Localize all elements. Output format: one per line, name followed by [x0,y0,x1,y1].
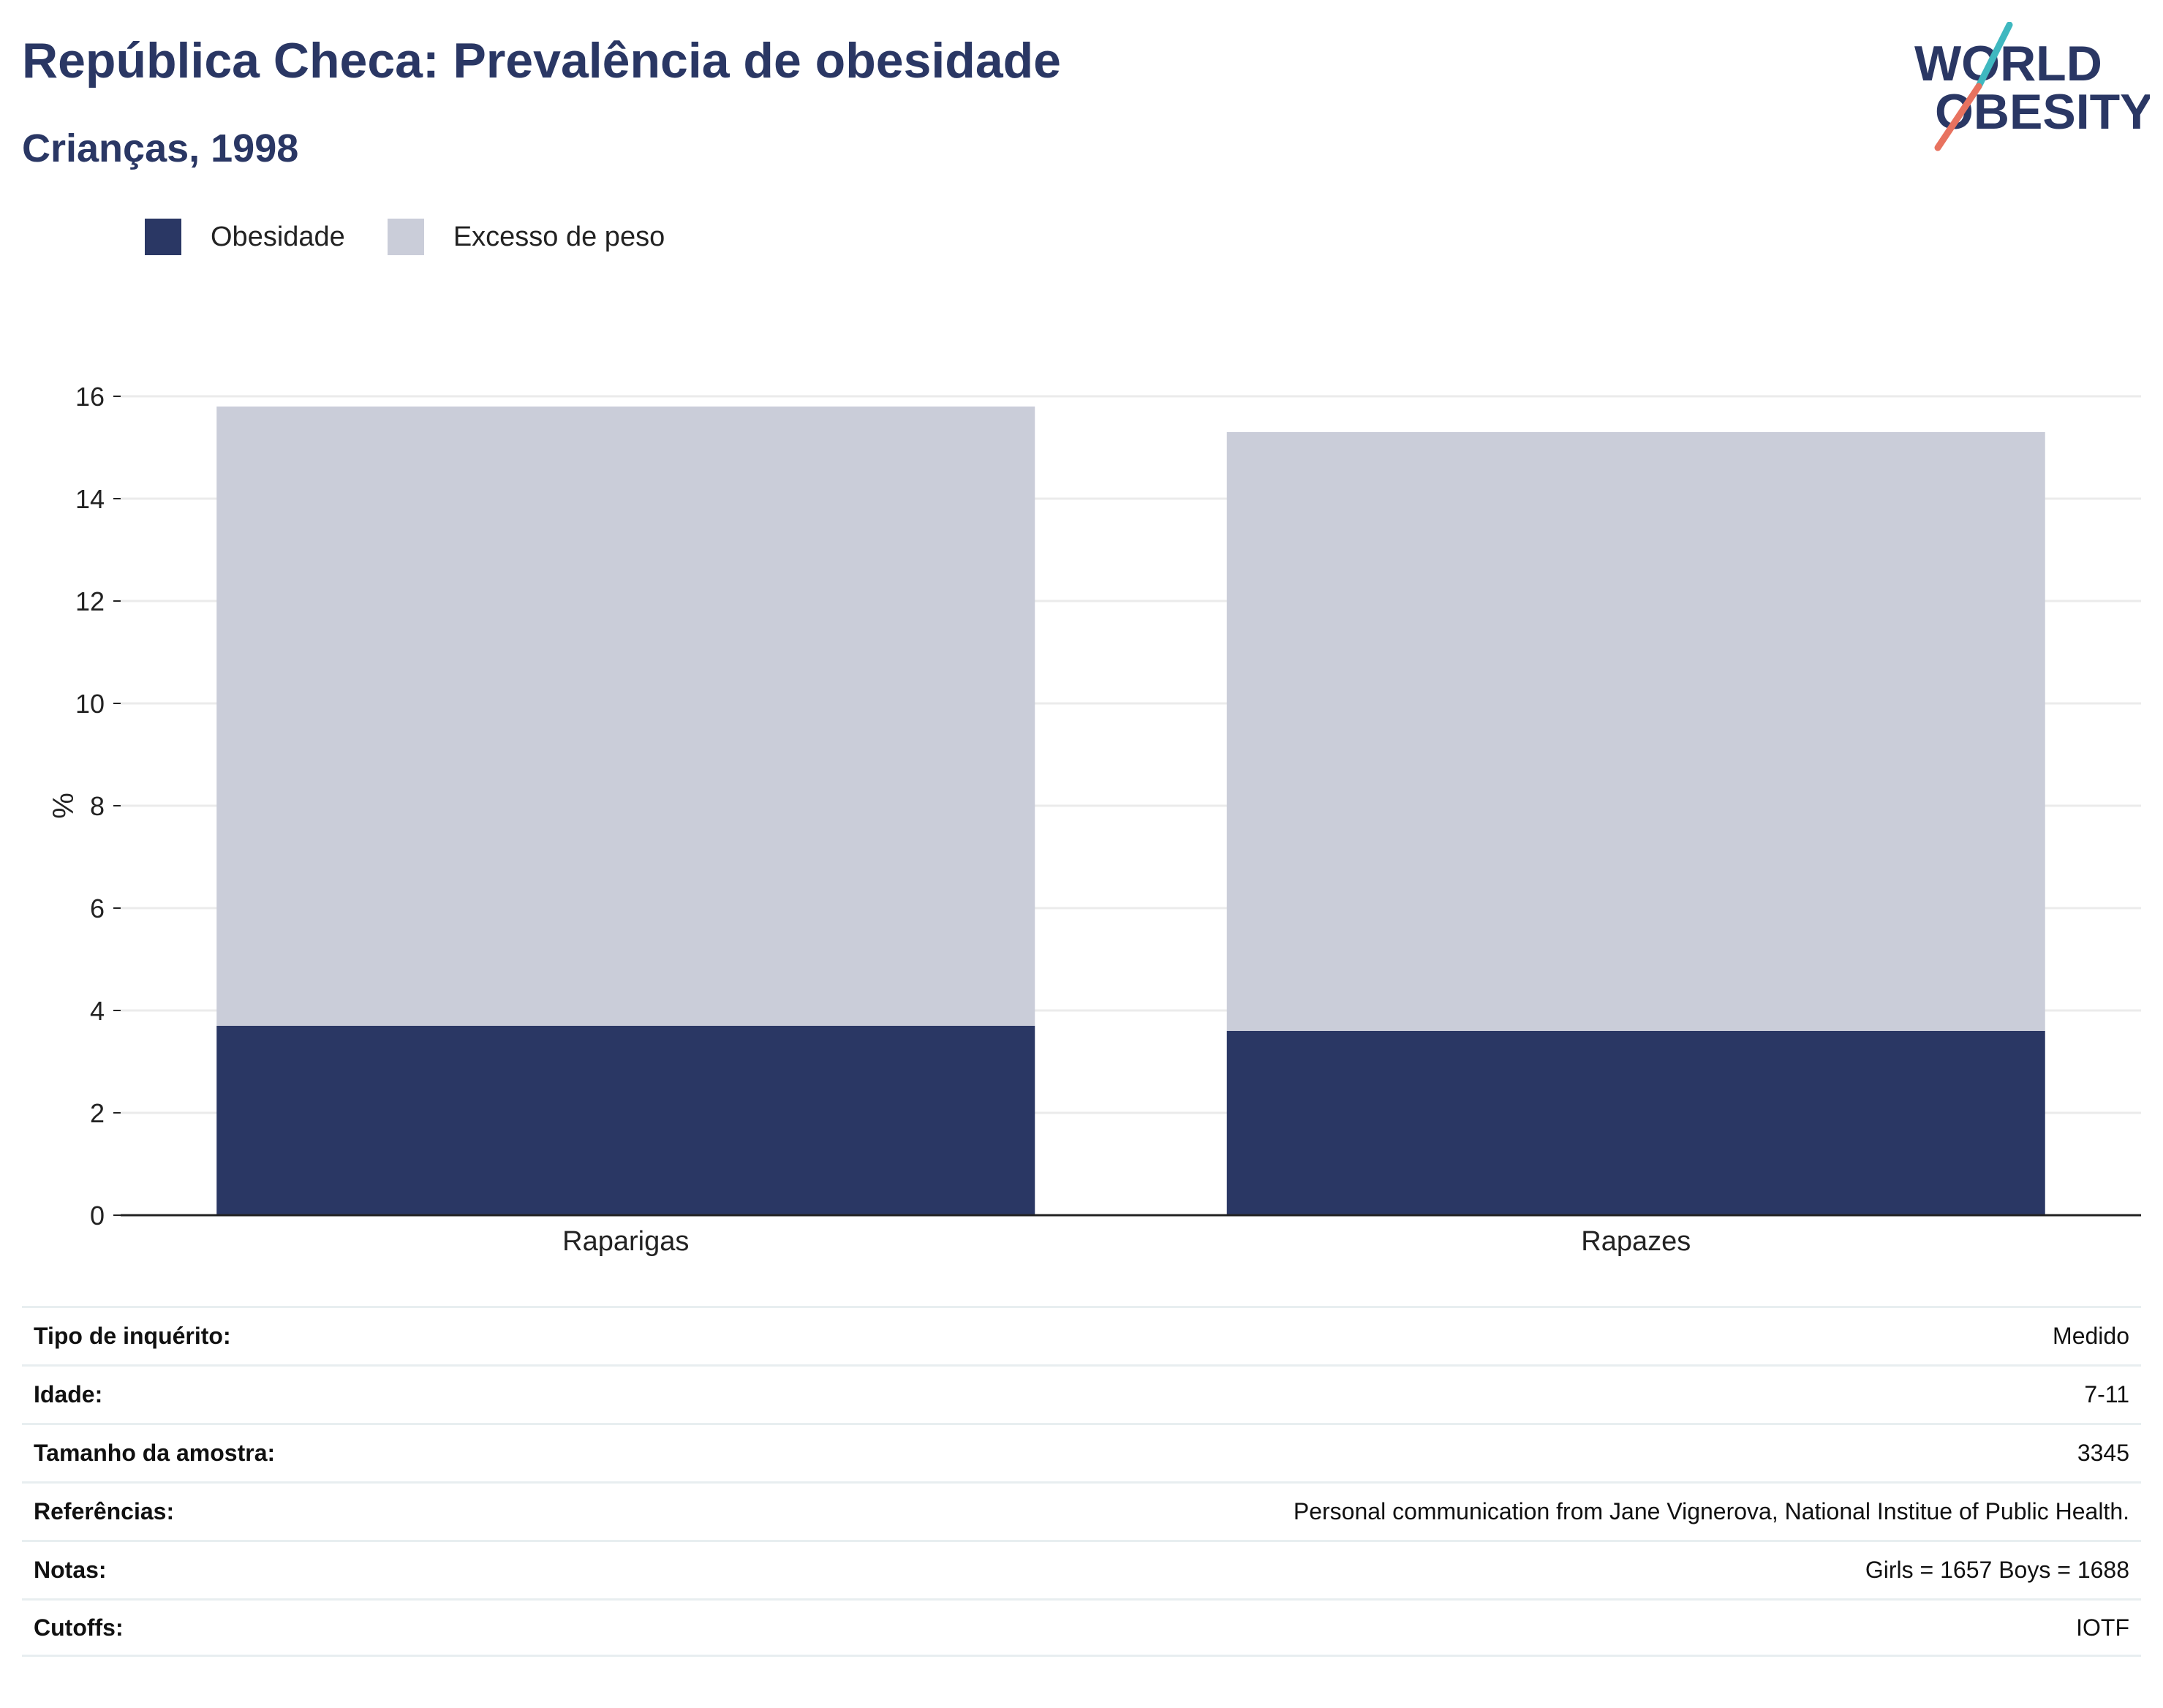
x-tick-label: Raparigas [562,1226,689,1257]
legend-item-obesity[interactable]: Obesidade [145,219,345,255]
info-label: Tamanho da amostra: [34,1440,276,1466]
info-row-survey-type: Tipo de inquérito: Medido [22,1306,2141,1364]
info-value: 3345 [2077,1440,2129,1466]
legend-label-overweight: Excesso de peso [453,221,665,252]
bar-chart: 0 2 4 6 8 10 12 14 16 Raparigas Rapazes% [46,382,2141,1257]
y-axis-label: % [46,793,78,819]
bar-overweight[interactable] [216,407,1035,1026]
legend-item-overweight[interactable]: Excesso de peso [387,219,665,255]
info-value: Girls = 1657 Boys = 1688 [1865,1557,2129,1583]
y-tick-label: 12 [75,586,105,616]
logo-text-obesity: OBESITY [1935,84,2150,140]
info-label: Idade: [34,1381,103,1407]
y-tick-label: 2 [90,1098,105,1128]
y-tick-label: 8 [90,791,105,821]
info-label: Tipo de inquérito: [34,1323,231,1349]
info-label: Cutoffs: [34,1614,124,1641]
y-tick-label: 6 [90,893,105,923]
legend-swatch-obesity [145,219,181,255]
legend-swatch-overweight [387,219,424,255]
x-tick-label: Rapazes [1581,1226,1691,1257]
y-tick-label: 14 [75,484,105,514]
axes: 0 2 4 6 8 10 12 14 16 Raparigas Rapazes% [46,382,2141,1257]
logo-slash-coral [1934,83,1982,151]
y-tick-label: 16 [75,382,105,412]
info-row-notes: Notas: Girls = 1657 Boys = 1688 [22,1540,2141,1598]
bar-obesity[interactable] [1226,1031,2045,1215]
info-value: 7-11 [2084,1381,2129,1407]
bar-overweight[interactable] [1226,432,2045,1031]
world-obesity-logo: WORLD OBESITY [1914,22,2150,151]
info-row-references: Referências: Personal communication from… [22,1481,2141,1540]
chart-legend: Obesidade Excesso de peso [145,216,707,257]
legend-label-obesity: Obesidade [211,221,345,252]
info-value: Personal communication from Jane Vignero… [1293,1498,2129,1524]
y-tick-label: 0 [90,1201,105,1231]
survey-info-table: Tipo de inquérito: Medido Idade: 7-11 Ta… [22,1306,2141,1657]
info-label: Referências: [34,1498,175,1524]
y-tick-label: 4 [90,996,105,1026]
info-value: Medido [2053,1323,2129,1349]
bars [216,407,2045,1215]
y-tick-label: 10 [75,689,105,719]
info-row-sample-size: Tamanho da amostra: 3345 [22,1423,2141,1481]
info-row-age: Idade: 7-11 [22,1364,2141,1423]
chart-subtitle: Crianças, 1998 [22,126,299,170]
logo-text-world: WORLD [1914,36,2102,91]
logo-slash-teal [1975,22,2013,90]
info-row-cutoffs: Cutoffs: IOTF [22,1598,2141,1657]
chart-title: República Checa: Prevalência de obesidad… [22,33,1061,88]
info-value: IOTF [2076,1614,2129,1641]
bar-obesity[interactable] [216,1026,1035,1215]
info-label: Notas: [34,1557,107,1583]
